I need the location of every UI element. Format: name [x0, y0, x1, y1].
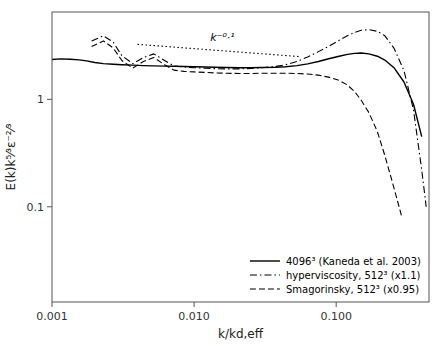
x-tick: [336, 302, 337, 307]
y-tick-label: 0.1: [27, 201, 45, 214]
legend-label: hyperviscosity, 512³ (x1.1): [286, 270, 421, 281]
plot-frame: [52, 12, 429, 302]
series-line: [138, 44, 300, 56]
y-tick-label: 1: [37, 93, 44, 106]
y-tick: [47, 206, 52, 207]
plot-area: [52, 30, 426, 218]
series-line: [92, 30, 427, 207]
annotation: k⁻⁰·¹: [210, 31, 235, 44]
legend: 4096³ (Kaneda et al. 2003) hyperviscosity…: [250, 256, 421, 295]
legend-swatch: [250, 288, 280, 289]
y-tick: [47, 99, 52, 100]
background: [0, 0, 441, 346]
x-tick-label: 0.010: [178, 310, 210, 323]
x-tick-label: 0.001: [36, 310, 68, 323]
chart: 0.001 0.010 0.100 0.1 1 k⁻⁰·¹ k/kd,eff E(k)k⁵⁄³…: [0, 0, 441, 346]
legend-label: Smagorinsky, 512³ (x0.95): [286, 284, 419, 295]
series-line: [92, 41, 402, 217]
legend-swatch: [250, 274, 280, 275]
legend-label: 4096³ (Kaneda et al. 2003): [286, 256, 421, 267]
series-line: [52, 53, 422, 137]
x-tick-label: 0.100: [320, 310, 352, 323]
x-tick: [52, 302, 53, 307]
legend-swatch: [250, 260, 280, 261]
x-tick: [194, 302, 195, 307]
x-axis-label: k/kd,eff: [218, 327, 264, 341]
y-axis-label: E(k)k⁵⁄³ε⁻²⁄³: [4, 123, 18, 190]
